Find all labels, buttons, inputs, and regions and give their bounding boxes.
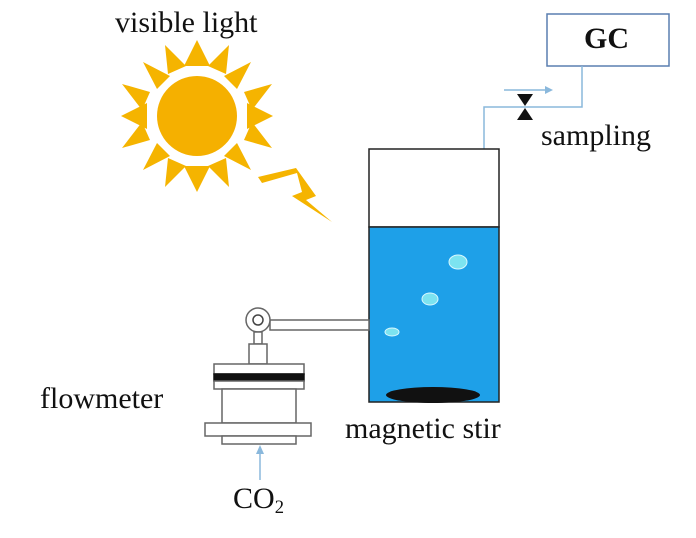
- bubble-small: [384, 327, 400, 337]
- flowmeter-label: flowmeter: [40, 382, 164, 415]
- flowmeter-knob-center: [252, 314, 264, 326]
- flowmeter-device: [204, 307, 312, 445]
- sun-rays: [121, 40, 273, 192]
- co2-subscript: 2: [274, 497, 284, 519]
- lightning-icon: [258, 168, 332, 222]
- valve-icon: [517, 94, 533, 120]
- reactor-headspace: [368, 148, 500, 228]
- inlet-tube: [269, 319, 370, 331]
- reactor-vessel: [368, 148, 500, 403]
- flow-arrowhead: [545, 86, 553, 94]
- sampling-line: [483, 66, 583, 149]
- gc-box: [546, 13, 670, 67]
- co2-label: CO2: [233, 482, 284, 518]
- gc-label: GC: [584, 22, 629, 55]
- bubble-large: [448, 254, 468, 270]
- stir-bar: [386, 387, 480, 403]
- sun-core: [157, 76, 237, 156]
- reactor-liquid: [368, 226, 500, 403]
- visible-light-label: visible light: [115, 6, 258, 39]
- magnetic-stir-label: magnetic stir: [345, 412, 501, 445]
- co2-main-text: CO: [233, 482, 275, 515]
- sun-icon: [121, 40, 273, 192]
- bubble-medium: [421, 292, 439, 306]
- co2-inlet-arrowhead: [256, 445, 264, 454]
- sampling-label: sampling: [541, 119, 651, 152]
